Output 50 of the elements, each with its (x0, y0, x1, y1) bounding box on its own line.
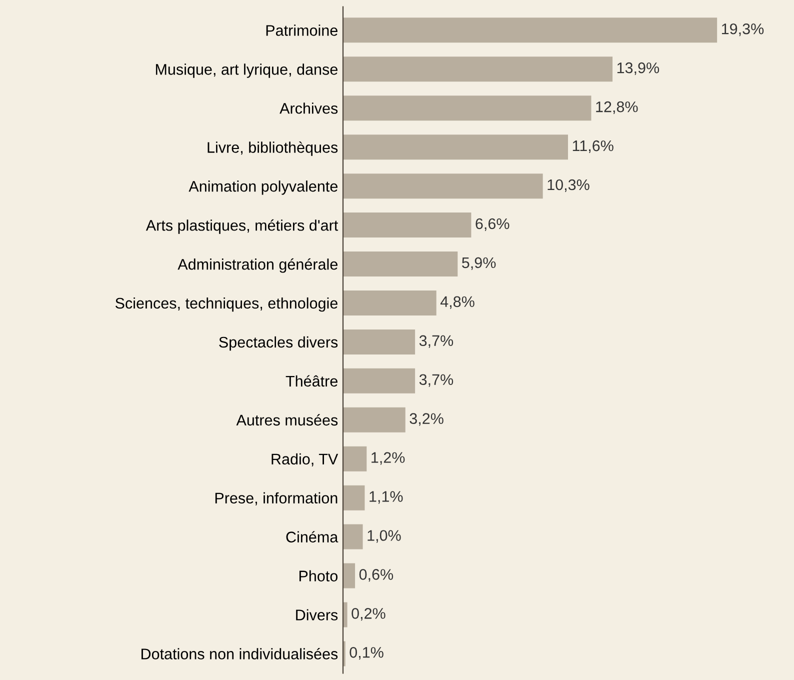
y-tick-label: Autres musées (236, 414, 338, 426)
data-label: 0,1% (350, 646, 384, 660)
y-tick-label: Photo (299, 570, 338, 582)
data-label: 3,2% (410, 413, 444, 426)
data-label: 13,9% (617, 62, 660, 76)
data-label: 3,7% (419, 374, 454, 387)
y-tick-label: Animation polyvalente (188, 180, 338, 195)
bar (343, 368, 416, 394)
data-label: 1,1% (370, 491, 403, 504)
y-tick-label: Archives (280, 102, 338, 114)
bar (343, 407, 406, 432)
data-label: 12,8% (596, 101, 638, 114)
bar (343, 134, 568, 160)
y-tick-label: Théâtre (286, 375, 338, 387)
data-label: 1,0% (368, 530, 401, 543)
bar (343, 563, 356, 588)
data-label: 1,2% (372, 452, 405, 465)
bar (343, 524, 363, 550)
y-tick-label: Sciences, techniques, ethnologie (115, 297, 338, 312)
y-tick-label: Radio, TV (272, 453, 338, 466)
y-tick-label: Livre, bibliothèques (208, 141, 338, 156)
bar (343, 602, 348, 628)
y-tick-label: Prese, information (215, 492, 338, 506)
y-tick-label: Divers (296, 609, 338, 620)
data-label: 6,6% (476, 218, 510, 231)
y-tick-label: Musique, art lyrique, danse (156, 64, 338, 78)
data-label: 5,9% (462, 257, 496, 270)
data-label: 3,7% (419, 335, 454, 348)
bar (343, 212, 472, 238)
y-tick-label: Patrimoine (266, 24, 338, 36)
data-label: 0,6% (359, 569, 394, 582)
bar (343, 252, 458, 277)
data-label: 4,8% (440, 296, 474, 309)
bar (343, 329, 416, 354)
data-label: 10,3% (548, 179, 590, 192)
bar (343, 290, 436, 316)
data-label: 11,6% (572, 140, 614, 153)
data-label: 19,3% (722, 23, 764, 36)
bar (343, 96, 592, 121)
bar (343, 485, 365, 510)
y-tick-label: Administration générale (178, 258, 338, 273)
bar (343, 446, 367, 472)
bar (343, 174, 543, 199)
y-tick-label: Arts plastiques, métiers d'art (146, 219, 338, 234)
y-tick-label: Dotations non individualisées (142, 648, 338, 660)
bar (343, 56, 613, 82)
bar (343, 18, 718, 43)
data-label: 0,2% (352, 608, 386, 621)
y-tick-label: Cinéma (286, 531, 338, 542)
y-tick-label: Spectacles divers (219, 336, 338, 351)
